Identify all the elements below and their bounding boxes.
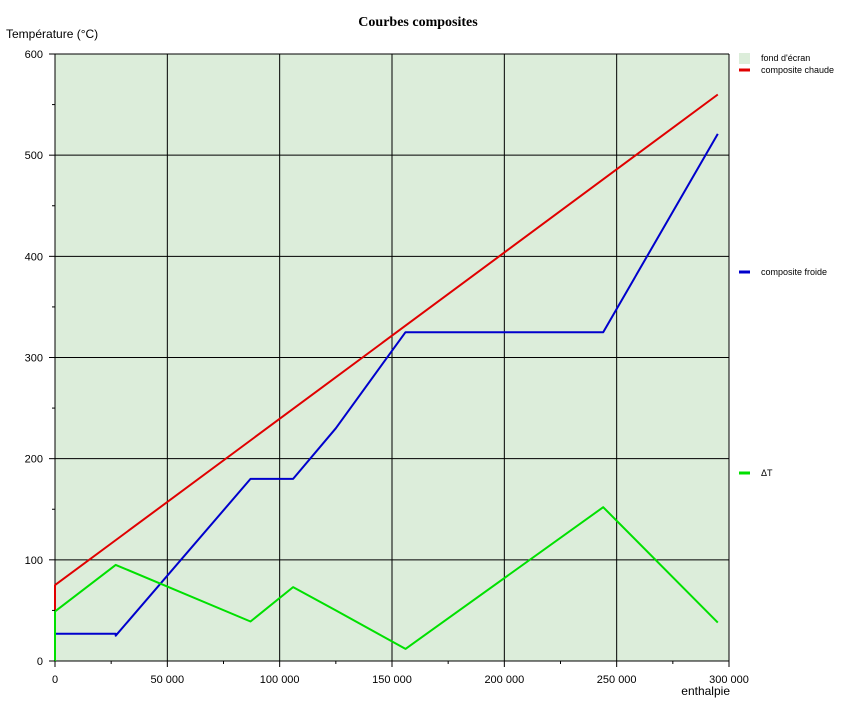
legend-label: fond d'écran [761, 53, 810, 63]
x-tick-label: 100 000 [260, 674, 300, 686]
legend-label: composite froide [761, 267, 827, 277]
legend-label: ΔT [761, 468, 773, 478]
y-tick-label: 400 [25, 251, 43, 263]
legend: fond d'écran composite chaude composite fr… [739, 53, 834, 478]
x-tick-label: 250 000 [597, 674, 637, 686]
legend-label: composite chaude [761, 65, 834, 75]
x-tick-label: 50 000 [151, 674, 185, 686]
y-tick-label: 200 [25, 454, 43, 466]
x-axis-title: enthalpie [681, 684, 730, 698]
chart-title: Courbes composites [358, 15, 478, 30]
y-tick-label: 300 [25, 353, 43, 365]
y-tick-label: 100 [25, 555, 43, 567]
y-tick-label: 0 [37, 656, 43, 668]
series-line-2 [55, 133, 719, 637]
x-tick-label: 300 000 [709, 674, 749, 686]
y-tick-label: 500 [25, 150, 43, 162]
x-tick-label: 150 000 [372, 674, 412, 686]
legend-line-marker [739, 471, 750, 475]
series-line-3 [54, 506, 719, 661]
series-group [54, 93, 719, 661]
y-axis-title: Température (°C) [6, 27, 98, 41]
x-tick-label: 200 000 [484, 674, 524, 686]
legend-line-marker [739, 68, 750, 72]
axes: 0 50 000 100 000 150 000 200 000 250 000 300 0… [25, 49, 749, 686]
y-tick-label: 600 [25, 49, 43, 61]
legend-swatch [739, 53, 750, 64]
legend-line-marker [739, 270, 750, 274]
x-tick-label: 0 [52, 674, 58, 686]
